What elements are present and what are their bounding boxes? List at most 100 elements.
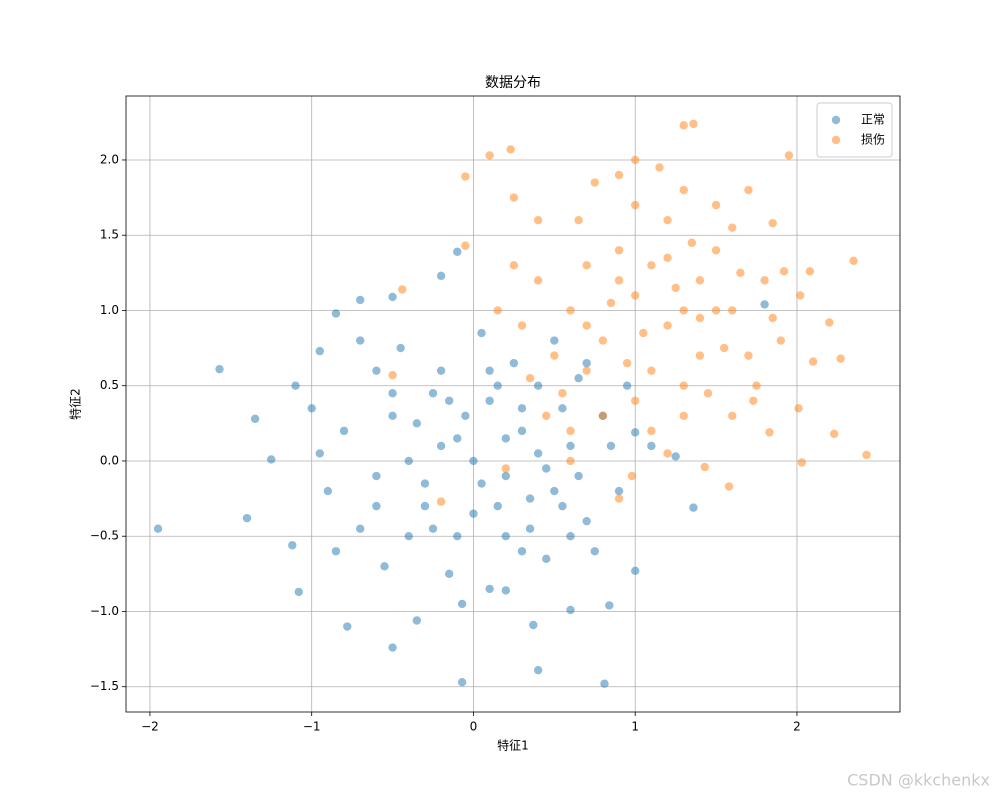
legend-box [816, 102, 893, 158]
point [153, 524, 163, 533]
y-tick-label: 1.0 [100, 303, 119, 317]
point [501, 532, 511, 541]
point [509, 261, 519, 270]
point [744, 185, 753, 195]
point [485, 584, 494, 594]
point [457, 678, 467, 687]
y-tick-label: −0.5 [90, 529, 119, 543]
point [849, 256, 858, 265]
point [388, 643, 397, 652]
point [469, 456, 478, 466]
grid [126, 96, 900, 712]
y-tick-label: 0.5 [100, 378, 119, 392]
point [388, 292, 397, 302]
point [679, 306, 688, 315]
point [582, 261, 591, 270]
point [566, 426, 575, 436]
point [485, 151, 494, 160]
point [836, 354, 845, 363]
y-tick-label: −1.0 [90, 604, 119, 618]
point [728, 306, 737, 315]
point [614, 486, 624, 496]
x-tick-label: −1 [303, 720, 321, 734]
point [582, 366, 591, 375]
legend-label: 正常 [861, 113, 885, 127]
point [695, 351, 705, 360]
point [436, 366, 446, 375]
point [622, 358, 632, 368]
point [647, 441, 656, 451]
point [307, 404, 316, 413]
point [614, 494, 624, 503]
watermark: CSDN @kkchenkx [847, 771, 990, 790]
point [679, 121, 688, 130]
axes-frame [125, 95, 901, 713]
point [627, 471, 637, 481]
point [724, 482, 734, 491]
y-tick-label: −1.5 [90, 679, 119, 693]
point [506, 145, 515, 154]
point [525, 373, 535, 383]
point [242, 513, 252, 523]
point [323, 486, 333, 496]
point [412, 419, 422, 428]
point [501, 471, 511, 481]
point [631, 291, 640, 300]
point [477, 328, 486, 338]
y-tick-label: 0.0 [100, 453, 119, 467]
point [574, 471, 583, 481]
point [525, 524, 535, 533]
point [404, 456, 413, 466]
point [679, 381, 688, 390]
point [436, 271, 446, 281]
point [453, 434, 462, 443]
point [501, 434, 511, 443]
point [671, 452, 680, 461]
point [428, 524, 438, 533]
point [631, 155, 640, 165]
point [356, 524, 365, 533]
point [663, 321, 672, 330]
point [509, 193, 519, 202]
point [655, 163, 664, 172]
legend-label: 损伤 [861, 133, 885, 147]
point [533, 381, 543, 390]
point [768, 218, 777, 228]
point [689, 503, 698, 512]
point [550, 486, 559, 496]
point [598, 336, 608, 345]
y-axis-label: 特征2 [68, 388, 83, 420]
point [533, 276, 543, 285]
point [267, 455, 276, 464]
point [631, 396, 640, 405]
point [356, 336, 365, 345]
point [444, 396, 454, 405]
point [749, 396, 758, 405]
point [250, 414, 260, 424]
point [315, 449, 324, 458]
point [566, 532, 575, 541]
point [703, 389, 713, 398]
point [398, 285, 407, 294]
point [784, 151, 794, 160]
point [558, 501, 567, 511]
point [760, 300, 769, 309]
point [689, 119, 698, 129]
point [436, 497, 446, 506]
point [461, 411, 470, 421]
point [331, 547, 341, 556]
point [339, 426, 349, 436]
point [695, 313, 705, 323]
point [396, 343, 405, 353]
point [768, 313, 777, 323]
point [797, 458, 807, 467]
point [695, 276, 705, 285]
point [517, 404, 527, 413]
point [550, 336, 559, 345]
point [493, 381, 502, 390]
legend-marker [831, 135, 841, 145]
point [808, 357, 818, 366]
point [517, 426, 527, 436]
